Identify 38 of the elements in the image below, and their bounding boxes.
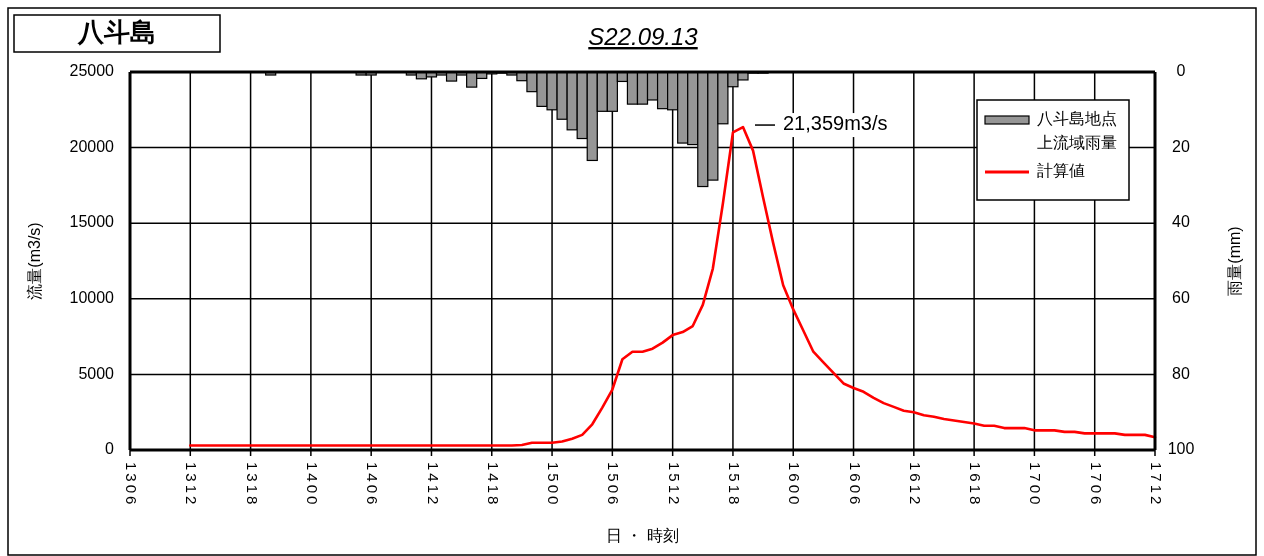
- y2-tick-label: 20: [1172, 137, 1190, 155]
- y-tick-label: 5000: [78, 364, 115, 382]
- y2-axis-title: 雨量(mm): [1226, 226, 1244, 296]
- y2-tick-label: 0: [1176, 62, 1186, 80]
- y-axis-title: 流量(m3/s): [26, 222, 44, 300]
- legend-label: 八斗島地点上流域雨量: [1037, 110, 1117, 152]
- y-tick-label: 25000: [69, 62, 115, 80]
- x-tick-label: 1406: [364, 462, 382, 508]
- x-tick-label: 1506: [605, 462, 623, 508]
- y2-tick-label: 40: [1172, 213, 1190, 231]
- x-tick-label: 1606: [846, 462, 864, 508]
- y2-tick-label: 80: [1172, 364, 1190, 382]
- x-tick-label: 1600: [786, 462, 804, 508]
- x-tick-label: 1512: [665, 462, 683, 508]
- x-tick-label: 1518: [725, 462, 743, 508]
- y2-tick-label: 60: [1172, 289, 1190, 307]
- y-tick-label: 0: [105, 440, 115, 458]
- y2-tick-label: 100: [1167, 440, 1195, 458]
- chart-title: 八斗島: [77, 16, 156, 47]
- y-tick-label: 10000: [69, 289, 115, 307]
- x-axis-title: 日 ・ 時刻: [606, 527, 679, 545]
- x-tick-label: 1412: [424, 462, 442, 508]
- x-tick-label: 1500: [545, 462, 563, 508]
- chart-subtitle: S22.09.13: [588, 23, 699, 50]
- annotation: 21,359m3/s: [782, 112, 888, 135]
- x-tick-label: 1712: [1148, 462, 1166, 508]
- y-tick-label: 15000: [69, 213, 115, 231]
- x-tick-label: 1318: [243, 462, 261, 508]
- y-tick-label: 20000: [69, 137, 115, 155]
- legend-label: 計算値: [1037, 162, 1085, 180]
- x-tick-label: 1400: [303, 462, 321, 508]
- x-tick-label: 1418: [484, 462, 502, 508]
- x-tick-label: 1618: [967, 462, 985, 508]
- x-tick-label: 1306: [123, 462, 141, 508]
- x-tick-label: 1312: [183, 462, 201, 508]
- x-tick-label: 1612: [906, 462, 924, 508]
- x-tick-label: 1700: [1027, 462, 1045, 508]
- x-tick-label: 1706: [1087, 462, 1105, 508]
